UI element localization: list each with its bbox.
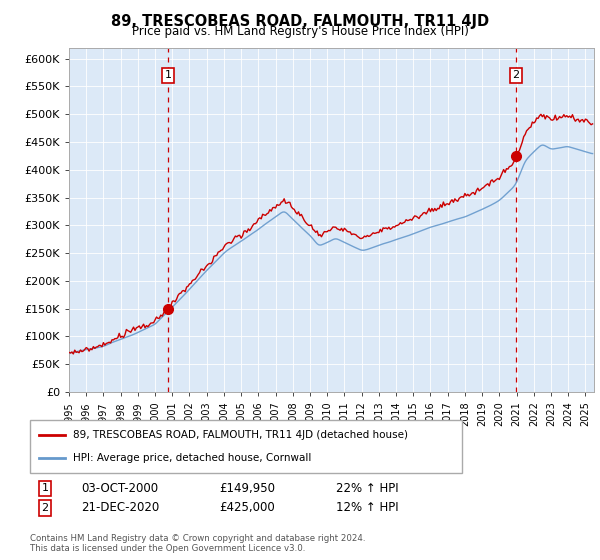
Text: 1: 1 [164,71,172,81]
Text: 22% ↑ HPI: 22% ↑ HPI [336,482,398,495]
Text: 03-OCT-2000: 03-OCT-2000 [81,482,158,495]
Text: 12% ↑ HPI: 12% ↑ HPI [336,501,398,515]
Text: 1: 1 [41,483,49,493]
Text: 2: 2 [512,71,520,81]
Text: Price paid vs. HM Land Registry's House Price Index (HPI): Price paid vs. HM Land Registry's House … [131,25,469,38]
Text: £425,000: £425,000 [219,501,275,515]
Text: 89, TRESCOBEAS ROAD, FALMOUTH, TR11 4JD: 89, TRESCOBEAS ROAD, FALMOUTH, TR11 4JD [111,14,489,29]
Text: 21-DEC-2020: 21-DEC-2020 [81,501,159,515]
Text: HPI: Average price, detached house, Cornwall: HPI: Average price, detached house, Corn… [73,453,311,463]
Text: 89, TRESCOBEAS ROAD, FALMOUTH, TR11 4JD (detached house): 89, TRESCOBEAS ROAD, FALMOUTH, TR11 4JD … [73,430,408,440]
Text: Contains HM Land Registry data © Crown copyright and database right 2024.
This d: Contains HM Land Registry data © Crown c… [30,534,365,553]
Text: 2: 2 [41,503,49,513]
Text: £149,950: £149,950 [219,482,275,495]
